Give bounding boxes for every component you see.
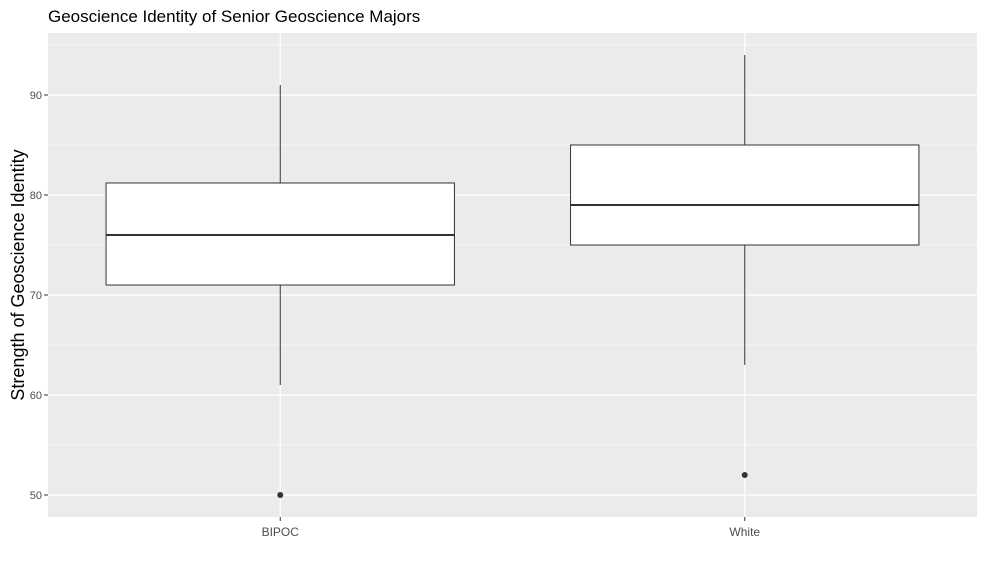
x-tick-label: BIPOC: [262, 525, 300, 539]
outlier-point: [277, 492, 284, 498]
y-tick-label: 80: [30, 190, 42, 202]
y-tick-label: 50: [30, 490, 42, 502]
y-tick-label: 70: [30, 290, 42, 302]
box-bipoc: [105, 85, 455, 498]
chart-title: Geoscience Identity of Senior Geoscience…: [48, 7, 420, 26]
boxes: [105, 55, 920, 498]
outlier-point: [741, 472, 748, 478]
x-tick-label: White: [729, 525, 760, 539]
box-white: [570, 55, 920, 478]
axes: 50 60 70 80 90 BIPOC White: [30, 90, 761, 539]
y-tick-label: 60: [30, 390, 42, 402]
y-axis-label: Strength of Geoscience Identity: [8, 149, 28, 400]
box-iqr: [570, 144, 920, 246]
y-tick-label: 90: [30, 90, 42, 102]
